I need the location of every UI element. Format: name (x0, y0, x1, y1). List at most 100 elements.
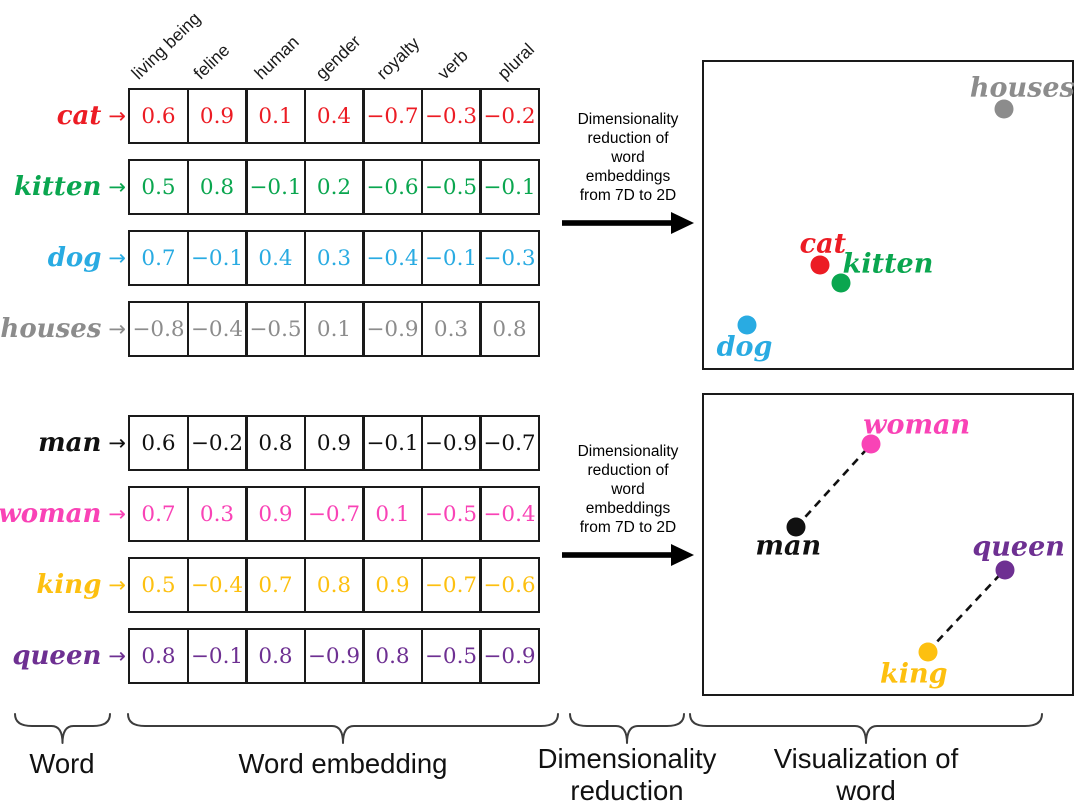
embedding-cell: 0.1 (245, 88, 306, 144)
reduction-arrow-block-bottom: Dimensionality reduction of word embeddi… (561, 442, 695, 566)
reduction-arrow-caption: Dimensionality reduction of word embeddi… (577, 111, 679, 204)
embedding-cell: −0.1 (186, 230, 248, 286)
embedding-cell: −0.4 (186, 557, 248, 613)
right-arrow-icon: → (108, 573, 126, 597)
scatter-label-king: king (880, 658, 948, 690)
word-row-dog: dog → 0.7 −0.1 0.4 0.3 −0.4 −0.1 −0.3 (8, 230, 540, 286)
embedding-cell: −0.5 (420, 159, 482, 215)
word-row-man: man → 0.6 −0.2 0.8 0.9 −0.1 −0.9 −0.7 (8, 415, 540, 471)
word-label-queen: queen → (8, 641, 126, 671)
embedding-cell: −0.4 (479, 486, 540, 542)
embedding-cell: 0.8 (186, 159, 248, 215)
embedding-cell: 0.7 (128, 230, 189, 286)
embedding-cell: −0.9 (420, 415, 482, 471)
embedding-cell: 0.3 (303, 230, 365, 286)
scatter-label-man: man (755, 530, 822, 562)
word-text: woman (0, 499, 102, 529)
analogy-line-man-woman (795, 443, 873, 529)
embedding-vector: 0.7 −0.1 0.4 0.3 −0.4 −0.1 −0.3 (128, 230, 540, 286)
word-text: queen (12, 641, 102, 671)
embedding-cell: −0.9 (362, 301, 423, 357)
embedding-cell: −0.5 (420, 486, 482, 542)
embedding-cell: 0.2 (303, 159, 365, 215)
word-text: man (38, 428, 102, 458)
word-label-man: man → (8, 428, 126, 458)
embedding-vector: −0.8 −0.4 −0.5 0.1 −0.9 0.3 0.8 (128, 301, 540, 357)
embedding-vector: 0.6 0.9 0.1 0.4 −0.7 −0.3 −0.2 (128, 88, 540, 144)
embedding-cell: −0.1 (420, 230, 482, 286)
embedding-table-royalty: man → 0.6 −0.2 0.8 0.9 −0.1 −0.9 −0.7 wom… (0, 415, 540, 699)
embedding-cell: −0.8 (128, 301, 189, 357)
word-row-cat: cat → 0.6 0.9 0.1 0.4 −0.7 −0.3 −0.2 (8, 88, 540, 144)
footer-label-dimensionality-reduction: Dimensionality reduction (537, 743, 717, 806)
right-arrow-icon: → (108, 104, 126, 128)
footer-label-visualization: Visualization of word embeddings in 2D (773, 743, 959, 806)
embedding-cell: 0.6 (128, 88, 189, 144)
scatter-point-queen (995, 560, 1015, 580)
embedding-cell: −0.9 (303, 628, 365, 684)
scatter-label-dog: dog (716, 331, 773, 363)
embedding-cell: 0.8 (479, 301, 540, 357)
embedding-cell: 0.8 (128, 628, 189, 684)
dimension-label-plural: plural (493, 39, 539, 84)
embedding-cell: 0.5 (128, 159, 189, 215)
scatter-point-kitten (831, 273, 851, 293)
analogy-dashed-lines (795, 443, 1006, 653)
word-label-houses: houses → (0, 314, 126, 344)
embedding-cell: 0.4 (245, 230, 306, 286)
embedding-cell: 0.8 (362, 628, 423, 684)
right-arrow-icon: → (108, 644, 126, 668)
embedding-cell: −0.7 (362, 88, 423, 144)
scatter-plot-royalty: woman man queen king (702, 393, 1074, 696)
dimension-label-feline: feline (189, 39, 234, 84)
reduction-arrow-block-top: Dimensionality reduction of word embeddi… (561, 110, 695, 234)
embedding-cell: 0.9 (303, 415, 365, 471)
word-label-dog: dog → (8, 243, 126, 273)
embedding-cell: −0.9 (479, 628, 540, 684)
dimension-label-verb: verb (433, 45, 472, 84)
embedding-cell: −0.4 (186, 301, 248, 357)
embedding-vector: 0.5 0.8 −0.1 0.2 −0.6 −0.5 −0.1 (128, 159, 540, 215)
embedding-cell: −0.6 (362, 159, 423, 215)
embedding-cell: 0.1 (303, 301, 365, 357)
analogy-line-king-queen (926, 568, 1006, 653)
embedding-cell: −0.3 (479, 230, 540, 286)
dimension-label-gender: gender (311, 31, 365, 84)
embedding-cell: −0.7 (479, 415, 540, 471)
embedding-cell: −0.2 (479, 88, 540, 144)
embedding-vector: 0.5 −0.4 0.7 0.8 0.9 −0.7 −0.6 (128, 557, 540, 613)
embedding-cell: −0.3 (420, 88, 482, 144)
embedding-cell: 0.3 (420, 301, 482, 357)
brace-dimensionality-reduction (569, 713, 685, 744)
embedding-cell: −0.1 (186, 628, 248, 684)
word-row-woman: woman → 0.7 0.3 0.9 −0.7 0.1 −0.5 −0.4 (0, 486, 540, 542)
word-text: houses (0, 314, 102, 344)
brace-word (14, 713, 111, 744)
embedding-cell: 0.9 (245, 486, 306, 542)
scatter-label-cat: cat (799, 228, 847, 260)
embedding-cell: 0.7 (245, 557, 306, 613)
word-label-kitten: kitten → (8, 172, 126, 202)
dimension-label-royalty: royalty (372, 33, 424, 84)
embedding-cell: −0.1 (245, 159, 306, 215)
word-text: king (36, 570, 102, 600)
embedding-vector: 0.7 0.3 0.9 −0.7 0.1 −0.5 −0.4 (128, 486, 540, 542)
scatter-point-woman (861, 434, 881, 454)
embedding-cell: −0.6 (479, 557, 540, 613)
scatter-point-houses (994, 99, 1014, 119)
embedding-cell: −0.1 (362, 415, 423, 471)
scatter-point-king (918, 642, 938, 662)
embedding-cell: −0.5 (420, 628, 482, 684)
embedding-cell: 0.9 (362, 557, 423, 613)
embedding-cell: 0.3 (186, 486, 248, 542)
scatter-plot-animals: houses cat kitten dog (702, 60, 1075, 370)
reduction-arrow-caption: Dimensionality reduction of word embeddi… (577, 443, 679, 536)
scatter-label-queen: queen (972, 531, 1065, 563)
embedding-table-animals: cat → 0.6 0.9 0.1 0.4 −0.7 −0.3 −0.2 kitt… (0, 88, 540, 372)
embedding-cell: 0.7 (128, 486, 189, 542)
embedding-cell: 0.4 (303, 88, 365, 144)
word-label-king: king → (8, 570, 126, 600)
word-label-woman: woman → (0, 499, 126, 529)
right-arrow-icon (562, 544, 694, 566)
